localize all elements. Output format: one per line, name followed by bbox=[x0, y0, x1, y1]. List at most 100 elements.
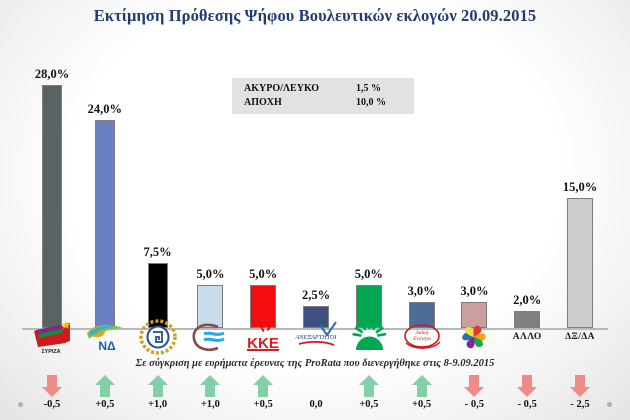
bar-group-0: 28,0% bbox=[26, 40, 78, 328]
anel-logo: ΑΝΕΞΑΡΤΗΤΟΙ bbox=[290, 318, 342, 356]
bar-value-label-0: 28,0% bbox=[34, 67, 70, 81]
nd-logo: ΝΔ bbox=[79, 318, 131, 356]
arrow-up-icon-4 bbox=[252, 374, 274, 398]
legend-row: ΑΚΥΡΟ/ΛΕΥΚΟ 1,5 % bbox=[244, 82, 404, 96]
delta-value-2: +1,0 bbox=[148, 399, 168, 410]
delta-row: -0,5 +0,5 +1,0 +1,0 +0,5 0,0 +0,5 +0,5 - 0,5 - 0,… bbox=[0, 374, 630, 420]
bar-group-2: 7,5% bbox=[132, 40, 184, 328]
bar-3 bbox=[197, 285, 224, 328]
legend-row: ΑΠΟΧΗ 10,0 % bbox=[244, 96, 404, 110]
bar-group-4: 5,0% bbox=[237, 40, 289, 328]
bar-group-3: 5,0% bbox=[184, 40, 236, 328]
delta-group-10: - 2,5 bbox=[554, 374, 606, 420]
dx-da-label-text: ΔΞ/ΔΑ bbox=[565, 332, 595, 342]
arrow-down-icon-9 bbox=[516, 374, 538, 398]
bar-7 bbox=[408, 302, 435, 328]
nd-logo-glyph: ΝΔ bbox=[86, 325, 123, 353]
legend-box: ΑΚΥΡΟ/ΛΕΥΚΟ 1,5 % ΑΠΟΧΗ 10,0 % bbox=[232, 78, 414, 114]
delta-group-1: +0,5 bbox=[79, 374, 131, 420]
svg-text:Λαϊκή: Λαϊκή bbox=[414, 330, 428, 336]
arrow-down-icon-10 bbox=[569, 374, 591, 398]
arrow-up-icon-1 bbox=[94, 374, 116, 398]
bar-8 bbox=[461, 302, 488, 328]
bar-1 bbox=[94, 120, 115, 328]
bar-value-label-2: 7,5% bbox=[143, 245, 172, 259]
kke-logo-glyph: ΚΚΕ bbox=[247, 321, 280, 352]
delta-arrow-none-5 bbox=[305, 374, 327, 398]
bar-value-label-1: 24,0% bbox=[87, 102, 122, 116]
decor-dot-right bbox=[607, 402, 612, 407]
laiki-enotita-logo: Λαϊκή Ενότητα bbox=[396, 318, 448, 356]
delta-group-8: - 0,5 bbox=[448, 374, 500, 420]
delta-group-5: 0,0 bbox=[290, 374, 342, 420]
delta-value-6: +0,5 bbox=[359, 399, 379, 410]
delta-value-3: +1,0 bbox=[200, 399, 220, 410]
svg-text:Ενότητα: Ενότητα bbox=[412, 336, 431, 342]
page-title: Εκτίμηση Πρόθεσης Ψήφου Βουλευτικών εκλο… bbox=[93, 6, 537, 25]
svg-text:ΝΔ: ΝΔ bbox=[98, 339, 116, 353]
allo-label-text: ΑΛΛΟ bbox=[512, 332, 542, 342]
bar-value-label-6: 5,0% bbox=[354, 267, 383, 281]
decor-dot-left bbox=[18, 402, 23, 407]
pasok-logo bbox=[343, 318, 395, 356]
delta-value-4: +0,5 bbox=[253, 399, 273, 410]
chart-plot-area: 28,0% 24,0% 7,5% 5,0% 5,0% 2,5% 5,0% 3,0% 3,0% 2,… bbox=[0, 40, 630, 330]
arrow-up-icon-7 bbox=[411, 374, 433, 398]
syriza-logo-glyph: ΣΥΡΙΖΑ bbox=[34, 321, 71, 355]
delta-group-4: +0,5 bbox=[237, 374, 289, 420]
bar-group-9: 2,0% bbox=[501, 40, 553, 328]
svg-text:ΚΚΕ: ΚΚΕ bbox=[247, 335, 279, 352]
potami-logo bbox=[184, 318, 236, 356]
bar-group-5: 2,5% bbox=[290, 40, 342, 328]
potami-logo-glyph bbox=[192, 323, 226, 351]
bar-value-label-8: 3,0% bbox=[460, 284, 489, 298]
arrow-up-icon-6 bbox=[358, 374, 380, 398]
delta-group-0: -0,5 bbox=[26, 374, 78, 420]
delta-value-0: -0,5 bbox=[43, 399, 61, 410]
arrow-down-icon-0 bbox=[41, 374, 63, 398]
bar-value-label-10: 15,0% bbox=[562, 180, 598, 194]
footnote-text: Σε σύγκριση με ευρήματα έρευνας της ProR… bbox=[135, 358, 495, 369]
delta-group-9: - 0,5 bbox=[501, 374, 553, 420]
bar-0 bbox=[42, 85, 62, 328]
svg-text:ΣΥΡΙΖΑ: ΣΥΡΙΖΑ bbox=[41, 349, 60, 355]
bar-group-8: 3,0% bbox=[448, 40, 500, 328]
bar-group-10: 15,0% bbox=[554, 40, 606, 328]
enosi-kentroon-logo bbox=[448, 318, 500, 356]
legend-value-akyro: 1,5 % bbox=[356, 83, 381, 94]
bar-10 bbox=[567, 198, 593, 328]
delta-group-3: +1,0 bbox=[184, 374, 236, 420]
arrow-down-icon-8 bbox=[463, 374, 485, 398]
golden-dawn-logo-glyph bbox=[138, 319, 177, 355]
bar-value-label-7: 3,0% bbox=[407, 284, 436, 298]
bar-group-1: 24,0% bbox=[79, 40, 131, 328]
delta-group-7: +0,5 bbox=[396, 374, 448, 420]
bar-value-label-9: 2,0% bbox=[513, 293, 542, 307]
svg-text:ΑΝΕΞΑΡΤΗΤΟΙ: ΑΝΕΞΑΡΤΗΤΟΙ bbox=[295, 334, 338, 341]
arrow-up-icon-3 bbox=[199, 374, 221, 398]
anel-logo-glyph: ΑΝΕΞΑΡΤΗΤΟΙ bbox=[295, 321, 338, 346]
pasok-logo-glyph bbox=[352, 320, 387, 350]
delta-value-5: 0,0 bbox=[309, 399, 323, 410]
delta-value-7: +0,5 bbox=[412, 399, 432, 410]
legend-label-apoxi: ΑΠΟΧΗ bbox=[244, 97, 282, 108]
delta-value-9: - 0,5 bbox=[517, 399, 537, 410]
legend-value-apoxi: 10,0 % bbox=[356, 97, 386, 108]
syriza-logo: ΣΥΡΙΖΑ bbox=[26, 318, 78, 356]
bar-4 bbox=[250, 285, 277, 328]
delta-group-6: +0,5 bbox=[343, 374, 395, 420]
bar-9 bbox=[514, 311, 541, 328]
bar-value-label-4: 5,0% bbox=[249, 267, 278, 281]
bar-group-7: 3,0% bbox=[396, 40, 448, 328]
delta-group-2: +1,0 bbox=[132, 374, 184, 420]
delta-value-10: - 2,5 bbox=[570, 399, 590, 410]
delta-value-8: - 0,5 bbox=[464, 399, 485, 410]
allo-label: ΑΛΛΟ bbox=[501, 318, 553, 356]
golden-dawn-logo bbox=[132, 318, 184, 356]
chart-baseline bbox=[22, 328, 608, 330]
legend-label-akyro: ΑΚΥΡΟ/ΛΕΥΚΟ bbox=[244, 83, 320, 94]
delta-value-1: +0,5 bbox=[95, 399, 115, 410]
bar-5 bbox=[303, 306, 329, 328]
bar-value-label-3: 5,0% bbox=[196, 267, 225, 281]
